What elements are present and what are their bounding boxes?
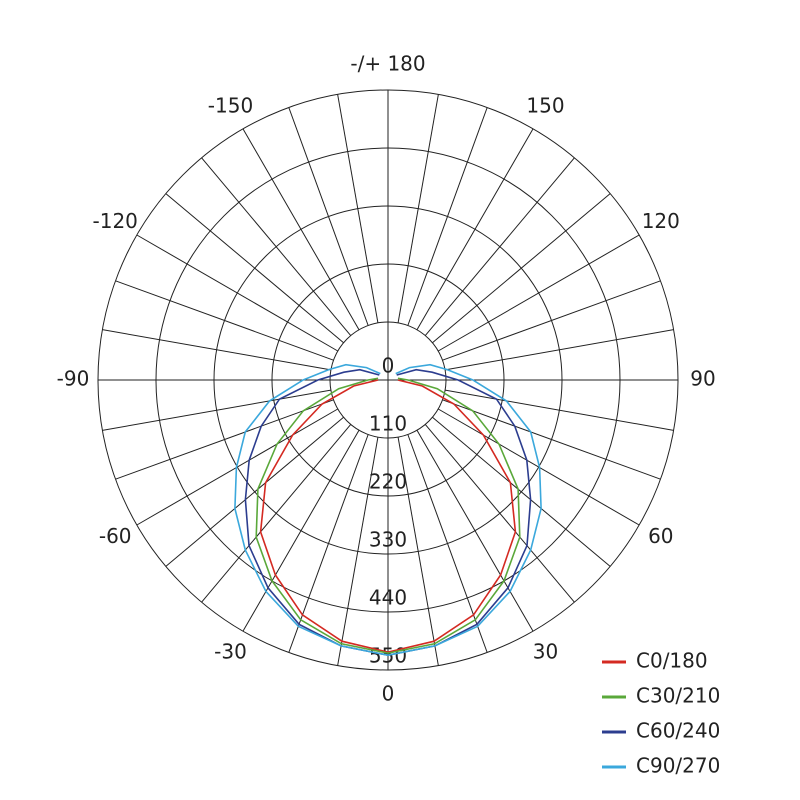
- series-line: [255, 377, 521, 654]
- legend-label: C60/240: [636, 719, 720, 743]
- legend-label: C90/270: [636, 754, 720, 778]
- angle-tick-label: -120: [93, 209, 138, 233]
- legend-label: C30/210: [636, 684, 720, 708]
- angle-tick-label: 120: [642, 209, 680, 233]
- ring-grid-line: [155, 147, 621, 613]
- r-tick-label: 220: [369, 470, 407, 494]
- angle-tick-label: 90: [690, 367, 715, 391]
- ring-grid-line: [329, 321, 447, 439]
- angle-tick-label: 30: [533, 639, 558, 663]
- ring-grid-line: [271, 263, 505, 497]
- angle-tick-label: -60: [99, 524, 132, 548]
- series-line: [259, 379, 517, 653]
- angle-tick-label: -30: [214, 639, 247, 663]
- series-line: [234, 363, 542, 657]
- angle-tick-label: -90: [57, 367, 90, 391]
- ring-grid-line: [213, 205, 563, 555]
- r-tick-label: 0: [382, 354, 395, 378]
- angle-tick-label: 60: [648, 524, 673, 548]
- angle-tick-label: -/+ 180: [350, 52, 425, 76]
- ring-grid-line: [97, 89, 679, 671]
- legend-label: C0/180: [636, 649, 708, 673]
- r-tick-label: 110: [369, 412, 407, 436]
- r-tick-label: 440: [369, 586, 407, 610]
- r-tick-label: 330: [369, 528, 407, 552]
- angle-tick-label: 0: [382, 682, 395, 706]
- angle-tick-label: -150: [208, 94, 253, 118]
- angle-tick-label: 150: [526, 94, 564, 118]
